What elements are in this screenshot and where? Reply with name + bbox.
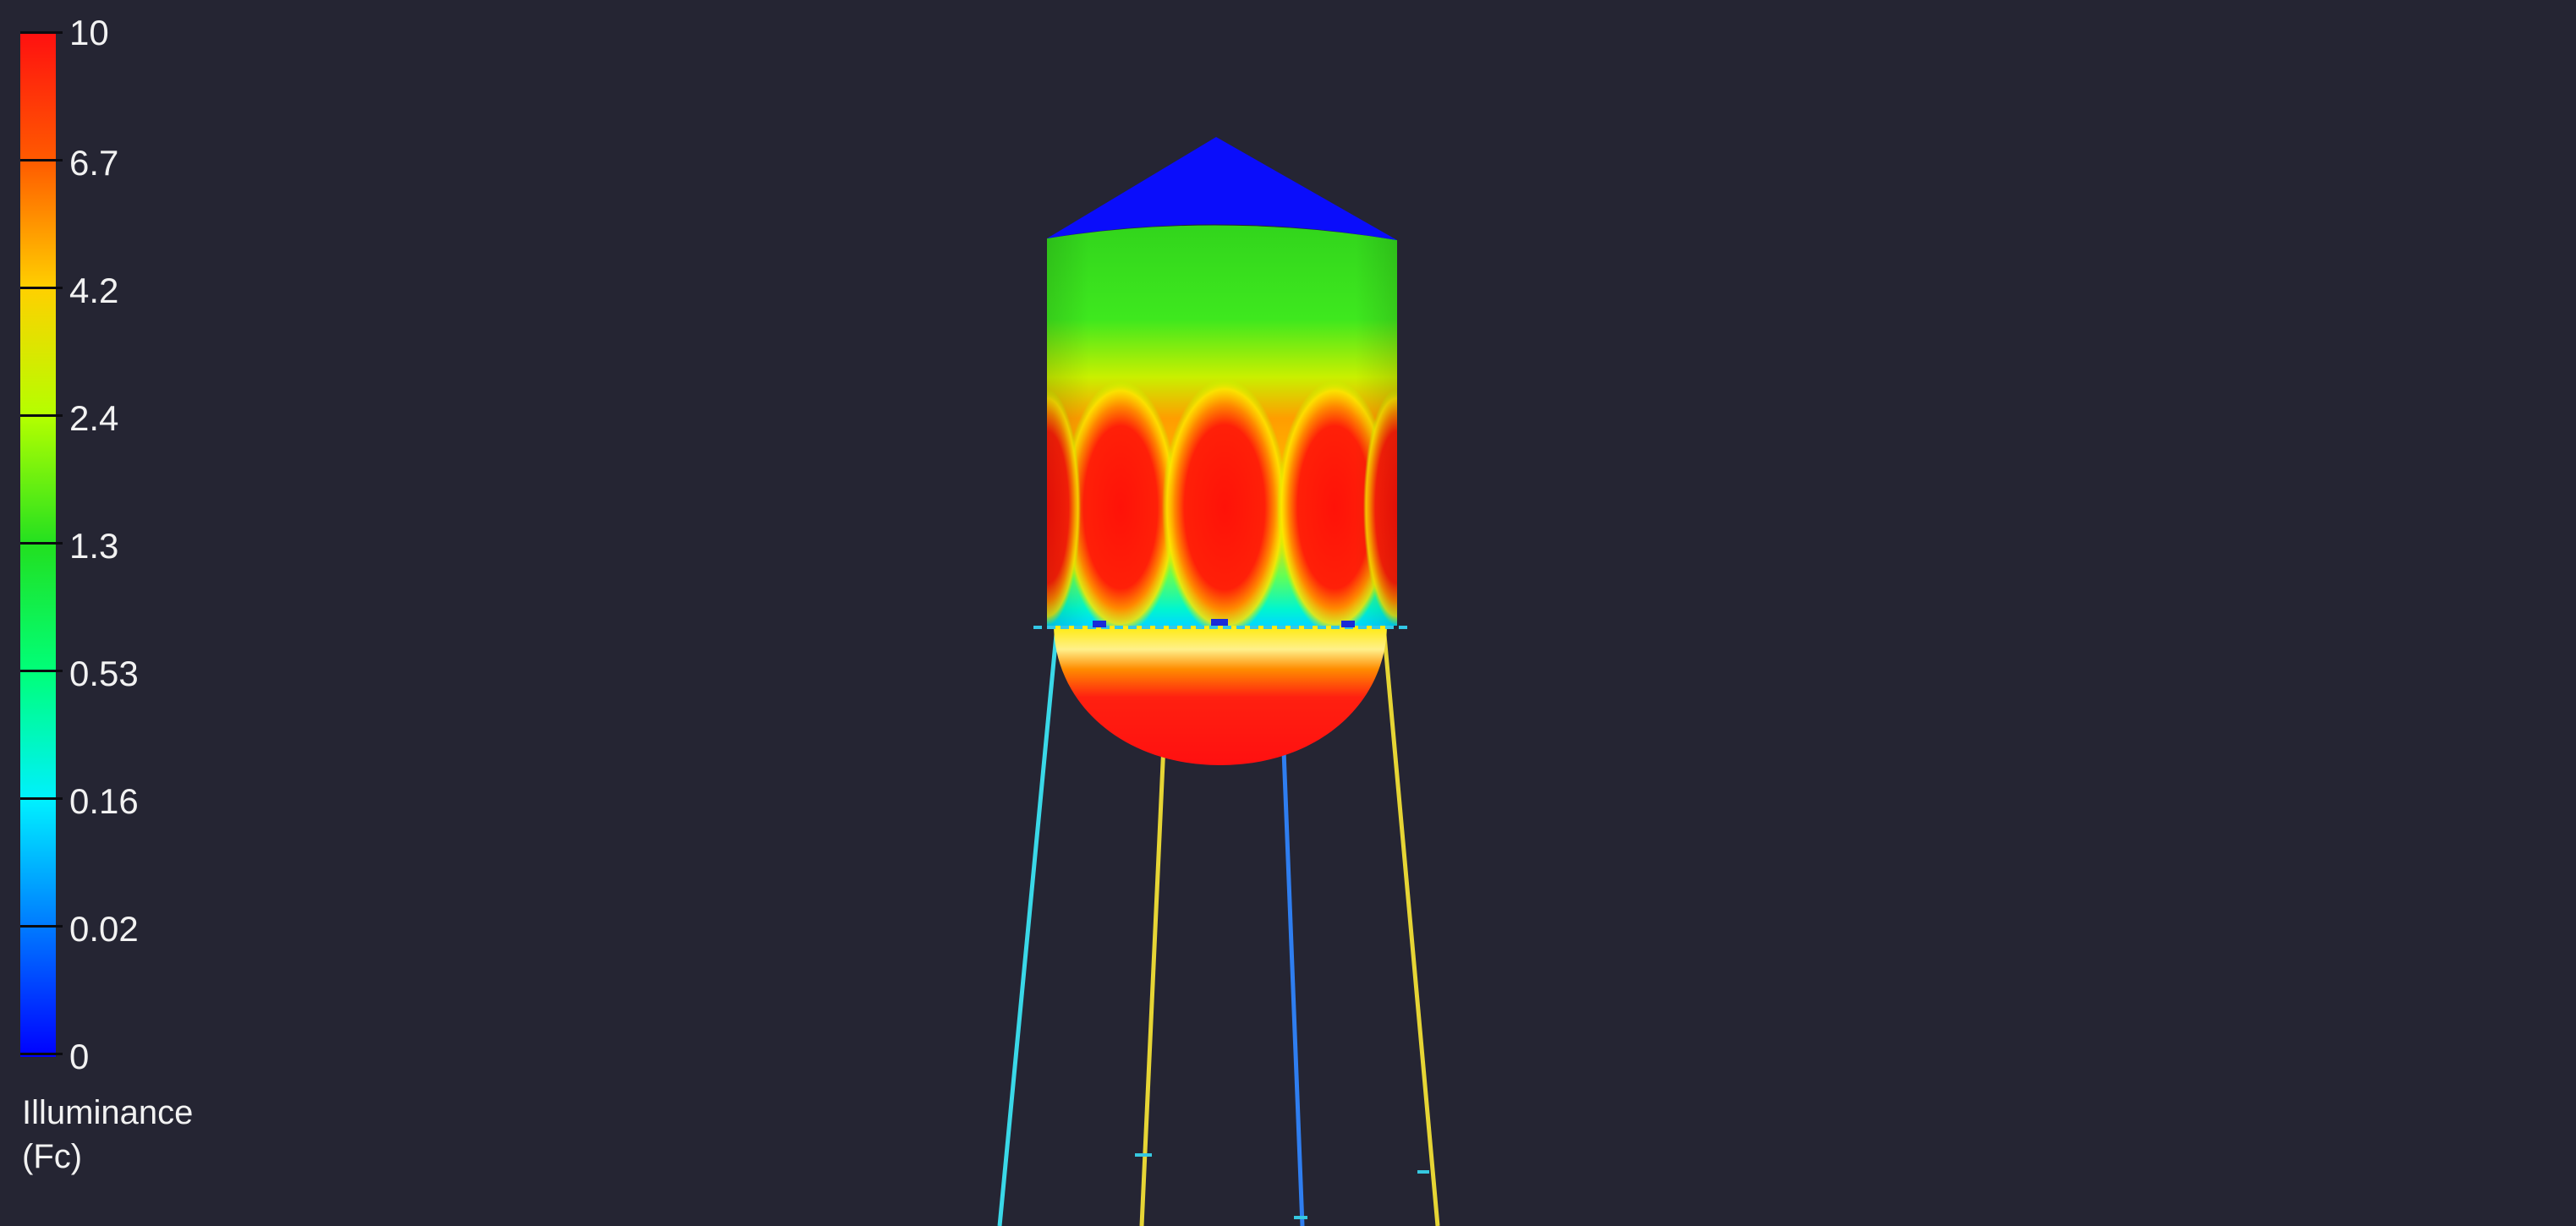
legend-tick (20, 287, 63, 289)
legend-tick-label: 6.7 (69, 143, 119, 183)
legend-tick-label: 0.16 (69, 781, 139, 821)
legend-title-quantity: Illuminance (22, 1094, 194, 1131)
illuminance-color-scale (20, 32, 56, 1057)
legend-tick-label: 4.2 (69, 271, 119, 310)
legend-tick-label: 0.53 (69, 654, 139, 693)
legend-tick (20, 414, 63, 417)
legend-tick-label: 10 (69, 13, 109, 52)
legend-tick (20, 670, 63, 672)
tank-cylinder (1047, 225, 1397, 626)
legend-title: Illuminance (Fc) (22, 1091, 193, 1179)
legend-tick-label: 0.02 (69, 909, 139, 949)
tank-roof (1047, 137, 1397, 240)
legend-tick (20, 31, 63, 34)
legend-tick (20, 542, 63, 545)
legend-tick (20, 925, 63, 928)
legend-tick-label: 0 (69, 1037, 90, 1076)
legend-tick (20, 1053, 63, 1055)
legend-title-unit: (Fc) (22, 1138, 83, 1175)
legend-tick-label: 2.4 (69, 398, 119, 438)
legend-tick (20, 797, 63, 800)
legend-tick-label: 1.3 (69, 526, 119, 566)
balcony-ring (1033, 619, 1411, 629)
tank-bowl (1054, 624, 1387, 765)
legend-tick (20, 159, 63, 161)
